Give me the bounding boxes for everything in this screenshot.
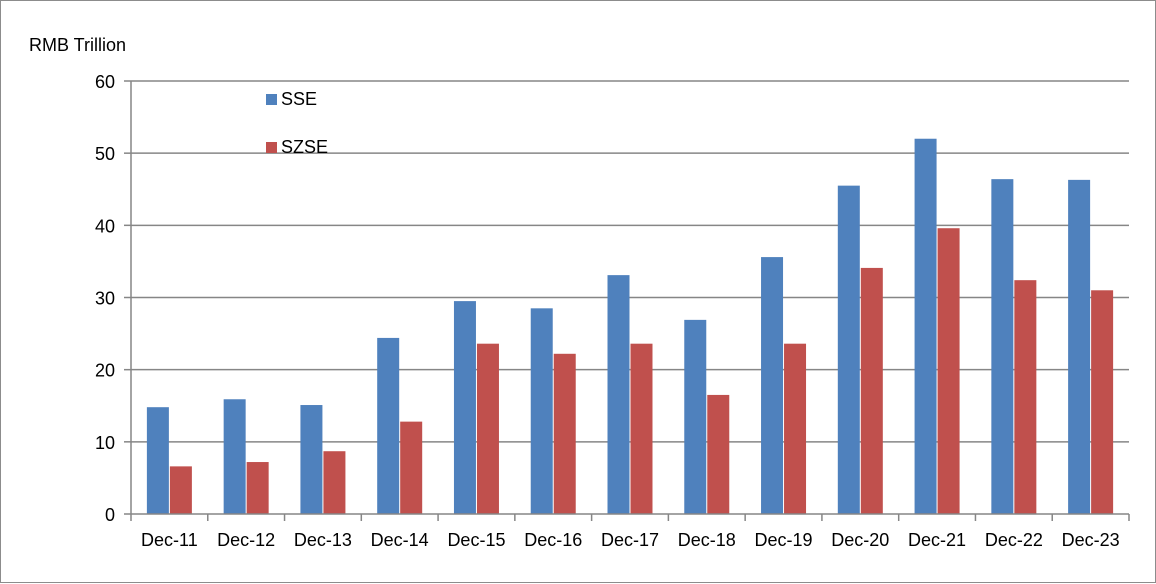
bars [146, 138, 1114, 514]
legend-label-szse: SZSE [281, 137, 328, 157]
y-tick-label: 0 [105, 505, 115, 525]
bar-sse-dec-17 [607, 275, 630, 514]
bar-szse-dec-14 [400, 421, 423, 514]
y-axis-unit-label: RMB Trillion [29, 35, 126, 55]
bar-szse-dec-16 [553, 353, 576, 514]
x-tick-label: Dec-23 [1062, 530, 1120, 550]
bar-sse-dec-16 [530, 308, 553, 514]
x-tick-label: Dec-17 [601, 530, 659, 550]
x-tick-label: Dec-14 [371, 530, 429, 550]
bar-szse-dec-18 [707, 394, 730, 514]
y-tick-label: 10 [95, 433, 115, 453]
bar-sse-dec-15 [453, 301, 476, 514]
x-tick-label: Dec-13 [294, 530, 352, 550]
bar-szse-dec-23 [1091, 290, 1114, 514]
bar-szse-dec-12 [246, 462, 269, 514]
x-tick-label: Dec-12 [217, 530, 275, 550]
y-tick-label: 40 [95, 216, 115, 236]
y-axis-ticks: 0 10 20 30 40 50 60 [95, 72, 131, 525]
bar-szse-dec-13 [323, 451, 346, 514]
x-tick-label: Dec-19 [755, 530, 813, 550]
y-tick-label: 60 [95, 72, 115, 92]
bar-sse-dec-19 [761, 257, 784, 514]
legend-swatch-szse [266, 142, 277, 153]
x-axis-ticks: Dec-11 Dec-12 Dec-13 Dec-14 Dec-15 Dec-16 Dec-… [130, 514, 1130, 550]
y-tick-label: 30 [95, 289, 115, 309]
bar-sse-dec-20 [837, 185, 860, 514]
x-tick-label: Dec-21 [908, 530, 966, 550]
bar-szse-dec-22 [1014, 280, 1037, 514]
y-tick-label: 50 [95, 144, 115, 164]
x-tick-label: Dec-15 [447, 530, 505, 550]
bar-sse-dec-12 [223, 399, 246, 514]
bar-szse-dec-11 [169, 466, 192, 514]
bar-sse-dec-13 [300, 405, 323, 514]
legend-swatch-sse [266, 94, 277, 105]
x-tick-label: Dec-22 [985, 530, 1043, 550]
y-tick-label: 20 [95, 361, 115, 381]
bar-sse-dec-14 [377, 337, 400, 514]
x-tick-label: Dec-11 [141, 530, 198, 550]
x-tick-label: Dec-18 [678, 530, 736, 550]
bar-szse-dec-15 [476, 343, 499, 514]
bar-szse-dec-20 [860, 267, 883, 514]
bar-szse-dec-21 [937, 228, 960, 514]
bar-szse-dec-19 [784, 343, 807, 514]
bar-sse-dec-18 [684, 319, 707, 514]
legend: SSE SZSE [266, 89, 328, 157]
axes [130, 81, 1129, 515]
legend-label-sse: SSE [281, 89, 317, 109]
bar-sse-dec-11 [146, 407, 169, 514]
bar-szse-dec-17 [630, 343, 653, 514]
bar-sse-dec-22 [991, 179, 1014, 514]
bar-sse-dec-21 [914, 138, 937, 514]
x-tick-label: Dec-16 [524, 530, 582, 550]
grid-lines [131, 80, 1129, 443]
bar-sse-dec-23 [1068, 179, 1091, 514]
x-tick-label: Dec-20 [831, 530, 889, 550]
